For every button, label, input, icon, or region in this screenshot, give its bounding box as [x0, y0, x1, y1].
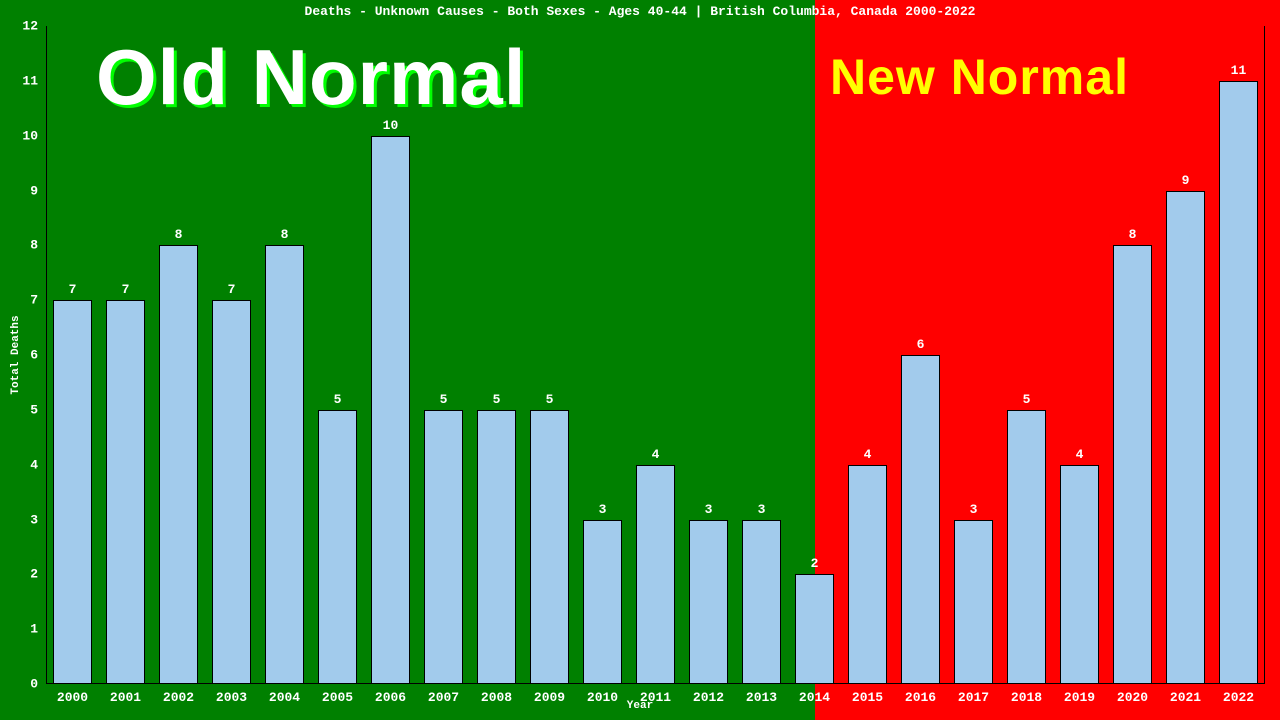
x-tick-label: 2000	[57, 684, 88, 705]
x-tick-label: 2006	[375, 684, 406, 705]
bar-value-label: 8	[1129, 227, 1137, 242]
bar-value-label: 5	[546, 392, 554, 407]
bar-value-label: 2	[811, 556, 819, 571]
y-axis-label: Total Deaths	[10, 315, 22, 394]
bar: 5	[424, 410, 462, 684]
y-tick: 2	[30, 567, 46, 582]
y-tick: 0	[30, 677, 46, 692]
plot-area: 0123456789101112 20002001200220032004200…	[46, 26, 1265, 684]
bar-value-label: 3	[599, 502, 607, 517]
bar: 4	[1060, 465, 1098, 684]
bar-value-label: 7	[122, 282, 130, 297]
y-tick: 3	[30, 512, 46, 527]
y-tick: 1	[30, 622, 46, 637]
bar: 7	[106, 300, 144, 684]
bar: 5	[1007, 410, 1045, 684]
bars-group: 7787851055534332463548911	[46, 26, 1265, 684]
bar: 3	[742, 520, 780, 685]
y-tick: 5	[30, 402, 46, 417]
y-tick: 9	[30, 183, 46, 198]
x-tick-label: 2021	[1170, 684, 1201, 705]
bar: 5	[318, 410, 356, 684]
bar-value-label: 9	[1182, 173, 1190, 188]
bar: 6	[901, 355, 939, 684]
bar-value-label: 5	[334, 392, 342, 407]
bar: 8	[265, 245, 303, 684]
bar: 11	[1219, 81, 1257, 684]
x-tick-label: 2003	[216, 684, 247, 705]
x-tick-label: 2010	[587, 684, 618, 705]
x-tick-label: 2013	[746, 684, 777, 705]
bar-value-label: 4	[652, 447, 660, 462]
bar: 9	[1166, 191, 1204, 685]
x-tick-label: 2005	[322, 684, 353, 705]
x-tick-label: 2012	[693, 684, 724, 705]
bar: 5	[477, 410, 515, 684]
x-tick-label: 2007	[428, 684, 459, 705]
y-tick: 7	[30, 293, 46, 308]
bar-value-label: 4	[864, 447, 872, 462]
bar-value-label: 11	[1231, 63, 1247, 78]
x-tick-label: 2004	[269, 684, 300, 705]
y-tick: 6	[30, 348, 46, 363]
bar-value-label: 4	[1076, 447, 1084, 462]
y-tick: 12	[22, 19, 46, 34]
bar-value-label: 7	[228, 282, 236, 297]
x-tick-label: 2018	[1011, 684, 1042, 705]
x-tick-label: 2014	[799, 684, 830, 705]
bar-value-label: 6	[917, 337, 925, 352]
x-axis-label: Year	[627, 700, 653, 712]
y-tick: 10	[22, 128, 46, 143]
bar: 7	[212, 300, 250, 684]
x-tick-label: 2019	[1064, 684, 1095, 705]
y-tick: 8	[30, 238, 46, 253]
bar-value-label: 3	[758, 502, 766, 517]
bar-value-label: 8	[175, 227, 183, 242]
bar: 4	[636, 465, 674, 684]
bar-value-label: 3	[970, 502, 978, 517]
bar: 7	[53, 300, 91, 684]
bar-value-label: 5	[440, 392, 448, 407]
bar-value-label: 3	[705, 502, 713, 517]
x-tick-label: 2020	[1117, 684, 1148, 705]
x-tick-label: 2015	[852, 684, 883, 705]
bar: 3	[689, 520, 727, 685]
x-tick-label: 2016	[905, 684, 936, 705]
bar-value-label: 10	[383, 118, 399, 133]
x-tick-label: 2009	[534, 684, 565, 705]
bar: 10	[371, 136, 409, 684]
x-tick-label: 2022	[1223, 684, 1254, 705]
bar: 8	[159, 245, 197, 684]
x-tick-label: 2008	[481, 684, 512, 705]
bar: 2	[795, 574, 833, 684]
x-tick-label: 2017	[958, 684, 989, 705]
x-tick-label: 2002	[163, 684, 194, 705]
y-tick: 11	[22, 73, 46, 88]
bar: 3	[954, 520, 992, 685]
y-tick: 4	[30, 457, 46, 472]
bar-value-label: 8	[281, 227, 289, 242]
chart-title: Deaths - Unknown Causes - Both Sexes - A…	[0, 4, 1280, 19]
bar-value-label: 5	[493, 392, 501, 407]
bar-value-label: 5	[1023, 392, 1031, 407]
chart-container: Deaths - Unknown Causes - Both Sexes - A…	[0, 0, 1280, 720]
bar: 8	[1113, 245, 1151, 684]
bar: 3	[583, 520, 621, 685]
bar: 5	[530, 410, 568, 684]
x-tick-label: 2001	[110, 684, 141, 705]
bar-value-label: 7	[69, 282, 77, 297]
bar: 4	[848, 465, 886, 684]
